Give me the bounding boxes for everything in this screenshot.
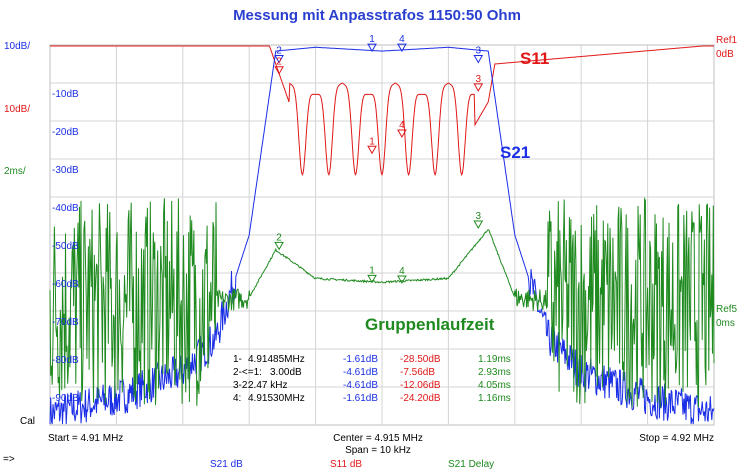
marker-3-s11 xyxy=(473,83,484,92)
ref5-value: 0ms xyxy=(716,318,735,329)
axis-labels: 10dB/ -10dB -20dB -30dB -40dB -50dB -60dB -70dB… xyxy=(4,35,738,427)
tick-label: -70dB xyxy=(52,317,79,328)
marker-table: 1- 4.91485MHz -1.61dB -28.50dB 1.19ms 2-<=1: 3… xyxy=(233,354,511,404)
ref5-label: Ref5 xyxy=(716,304,738,315)
table-cell: 4.91530MHz xyxy=(248,393,305,404)
table-cell: 2.47 kHz xyxy=(248,380,287,391)
x-center-label: Center = 4.915 MHz xyxy=(333,433,423,444)
marker-1-label: 1 xyxy=(369,265,375,276)
marker-1-s21 xyxy=(367,43,377,53)
table-cell: -1.61dB xyxy=(343,393,378,404)
marker-4-label: 4 xyxy=(399,120,405,131)
marker-3-s21 xyxy=(473,55,484,64)
marker-4-label: 4 xyxy=(399,266,405,277)
marker-4-s21 xyxy=(397,43,407,53)
table-cell: 1.16ms xyxy=(478,393,511,404)
x-stop-label: Stop = 4.92 MHz xyxy=(639,433,714,444)
trace-s11 xyxy=(50,45,714,177)
table-cell: 1- xyxy=(233,354,242,365)
marker-1-delay xyxy=(367,274,377,284)
x-start-label: Start = 4.91 MHz xyxy=(48,433,123,444)
delay-label: Gruppenlaufzeit xyxy=(365,315,495,334)
marker-1-label: 1 xyxy=(369,136,375,147)
marker-2-label: 2 xyxy=(276,232,282,243)
ref1-label: Ref1 xyxy=(716,35,738,46)
table-cell: 2-<=1: xyxy=(233,367,262,378)
tick-label: -10dB xyxy=(52,89,79,100)
scale-s21-top: 10dB/ xyxy=(4,41,30,52)
tick-label: -50dB xyxy=(52,241,79,252)
marker-4-label: 4 xyxy=(399,34,405,45)
marker-3-label: 3 xyxy=(475,211,481,222)
marker-2-delay xyxy=(274,241,284,251)
scale-delay-top: 2ms/ xyxy=(4,166,26,177)
tick-label: -30dB xyxy=(52,165,79,176)
marker-2-label: 2 xyxy=(276,46,282,57)
table-cell: -4.61dB xyxy=(343,367,378,378)
marker-1-label: 1 xyxy=(369,34,375,45)
table-cell: -1.61dB xyxy=(343,354,378,365)
x-span-label: Span = 10 kHz xyxy=(345,445,411,456)
marker-3-label: 3 xyxy=(475,46,481,57)
trace-s21 xyxy=(49,46,715,425)
traces xyxy=(49,45,715,425)
marker-3-label: 3 xyxy=(475,74,481,85)
table-cell: 1.19ms xyxy=(478,354,511,365)
tick-label: -20dB xyxy=(52,127,79,138)
table-cell: 4.05ms xyxy=(478,380,511,391)
ref1-value: 0dB xyxy=(716,49,734,60)
table-cell: -12.06dB xyxy=(400,380,441,391)
legend-s21: S21 dB xyxy=(210,459,243,470)
tick-label: -80dB xyxy=(52,355,79,366)
chart-title: Messung mit Anpasstrafos 1150:50 Ohm xyxy=(233,7,521,24)
marker-1-s11 xyxy=(367,145,377,155)
table-cell: 3-2: xyxy=(233,380,250,391)
table-cell: 3.00dB xyxy=(270,367,302,378)
marker-2-s21 xyxy=(274,55,284,64)
table-cell: -7.56dB xyxy=(400,367,435,378)
table-cell: -24.20dB xyxy=(400,393,441,404)
s11-label: S11 xyxy=(520,49,549,68)
marker-2-s11 xyxy=(274,66,284,75)
table-cell: 4: xyxy=(233,393,241,404)
marker-3-delay xyxy=(473,220,484,230)
trace-delay xyxy=(49,197,715,409)
cal-label: Cal xyxy=(20,416,35,427)
legend-s11: S11 dB xyxy=(330,459,362,470)
marker-4-delay xyxy=(397,275,407,284)
table-cell: -28.50dB xyxy=(400,354,441,365)
tick-label: -60dB xyxy=(52,279,79,290)
marker-2-label: 2 xyxy=(276,57,282,68)
arrow-label: => xyxy=(3,454,15,465)
table-cell: -4.61dB xyxy=(343,380,378,391)
tick-label: -90dB xyxy=(52,393,79,404)
table-cell: 4.91485MHz xyxy=(248,354,305,365)
marker-4-s11 xyxy=(397,129,407,138)
scale-s11-top: 10dB/ xyxy=(4,104,30,115)
s21-label: S21 xyxy=(500,143,530,162)
tick-label: -40dB xyxy=(52,203,79,214)
table-cell: 2.93ms xyxy=(478,367,511,378)
legend-delay: S21 Delay xyxy=(448,459,494,470)
